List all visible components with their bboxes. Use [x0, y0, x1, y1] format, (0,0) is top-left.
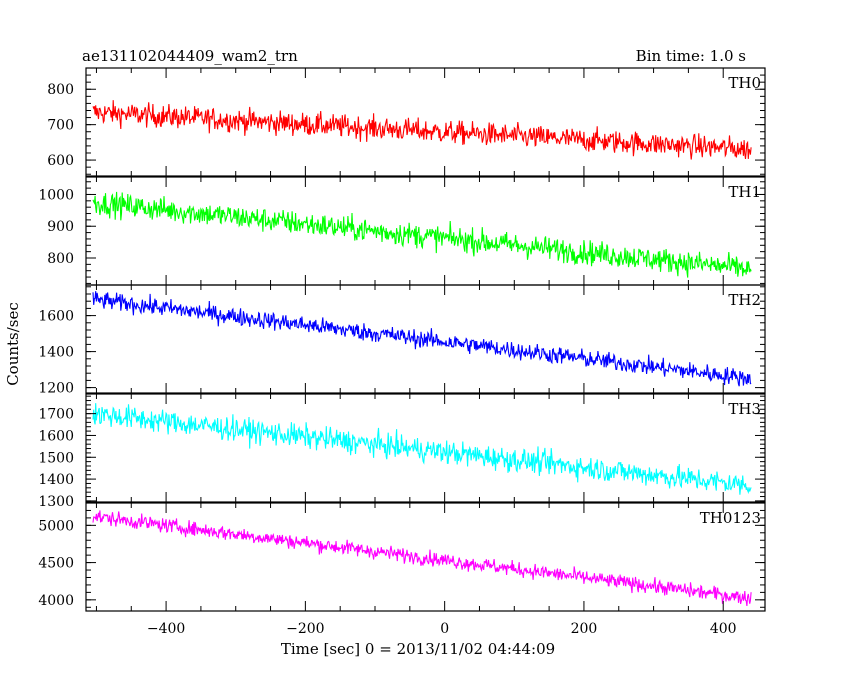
- y-tick-label: 4000: [38, 593, 74, 609]
- x-tick-label: −400: [147, 621, 185, 637]
- y-tick-label: 1000: [38, 187, 74, 203]
- y-tick-label: 800: [47, 82, 74, 98]
- panels-group: 600 700 800 TH0 800 900 1000 TH1 1200 1400 1600 TH2…: [38, 67, 766, 637]
- panel-th0123: 4000 4500 5000 TH0123 −400 −200 0 200 400: [38, 502, 766, 637]
- x-tick-label: 200: [571, 621, 598, 637]
- y-tick-label: 1400: [38, 472, 74, 488]
- panel-frame: [85, 67, 766, 177]
- panel-th2: 1200 1400 1600 TH2: [38, 284, 766, 397]
- y-tick-label: 700: [47, 118, 74, 134]
- y-tick-label: 800: [47, 251, 74, 267]
- y-tick-label: 4500: [38, 556, 74, 572]
- y-tick-label: 1600: [38, 428, 74, 444]
- series-line-th2: [92, 291, 752, 387]
- panel-th1: 800 900 1000 TH1: [38, 176, 766, 286]
- x-tick-label: 400: [710, 621, 737, 637]
- panel-label: TH0: [728, 74, 761, 92]
- y-tick-label: 5000: [38, 518, 74, 534]
- series-line-th1: [92, 191, 752, 278]
- panel-frame: [85, 393, 766, 503]
- series-line-th0: [92, 100, 752, 160]
- y-tick-label: 1700: [38, 407, 74, 423]
- y-tick-label: 600: [47, 153, 74, 169]
- panel-frame: [85, 176, 766, 286]
- series-line-th3: [92, 403, 752, 495]
- panel-label: TH1: [728, 183, 761, 201]
- panel-th0: 600 700 800 TH0: [47, 67, 766, 177]
- x-tick-label: 0: [440, 621, 449, 637]
- y-tick-label: 1400: [38, 345, 74, 361]
- panel-frame: [85, 284, 766, 394]
- panel-label: TH0123: [700, 509, 761, 527]
- y-tick-label: 1200: [38, 381, 74, 397]
- panel-frame: [85, 502, 766, 612]
- x-axis-label: Time [sec] 0 = 2013/11/02 04:44:09: [281, 640, 555, 658]
- y-tick-label: 1600: [38, 309, 74, 325]
- y-axis-label: Counts/sec: [4, 302, 22, 386]
- plot-title: ae131102044409_wam2_trn: [82, 47, 298, 65]
- bin-time-label: Bin time: 1.0 s: [636, 47, 746, 65]
- y-tick-label: 900: [47, 219, 74, 235]
- y-tick-label: 1500: [38, 450, 74, 466]
- panel-label: TH2: [728, 291, 761, 309]
- y-tick-label: 1300: [38, 494, 74, 510]
- x-tick-label: −200: [286, 621, 324, 637]
- series-line-th0123: [92, 510, 752, 606]
- panel-label: TH3: [728, 400, 761, 418]
- panel-th3: 1300 1400 1500 1600 1700 TH3: [38, 393, 766, 510]
